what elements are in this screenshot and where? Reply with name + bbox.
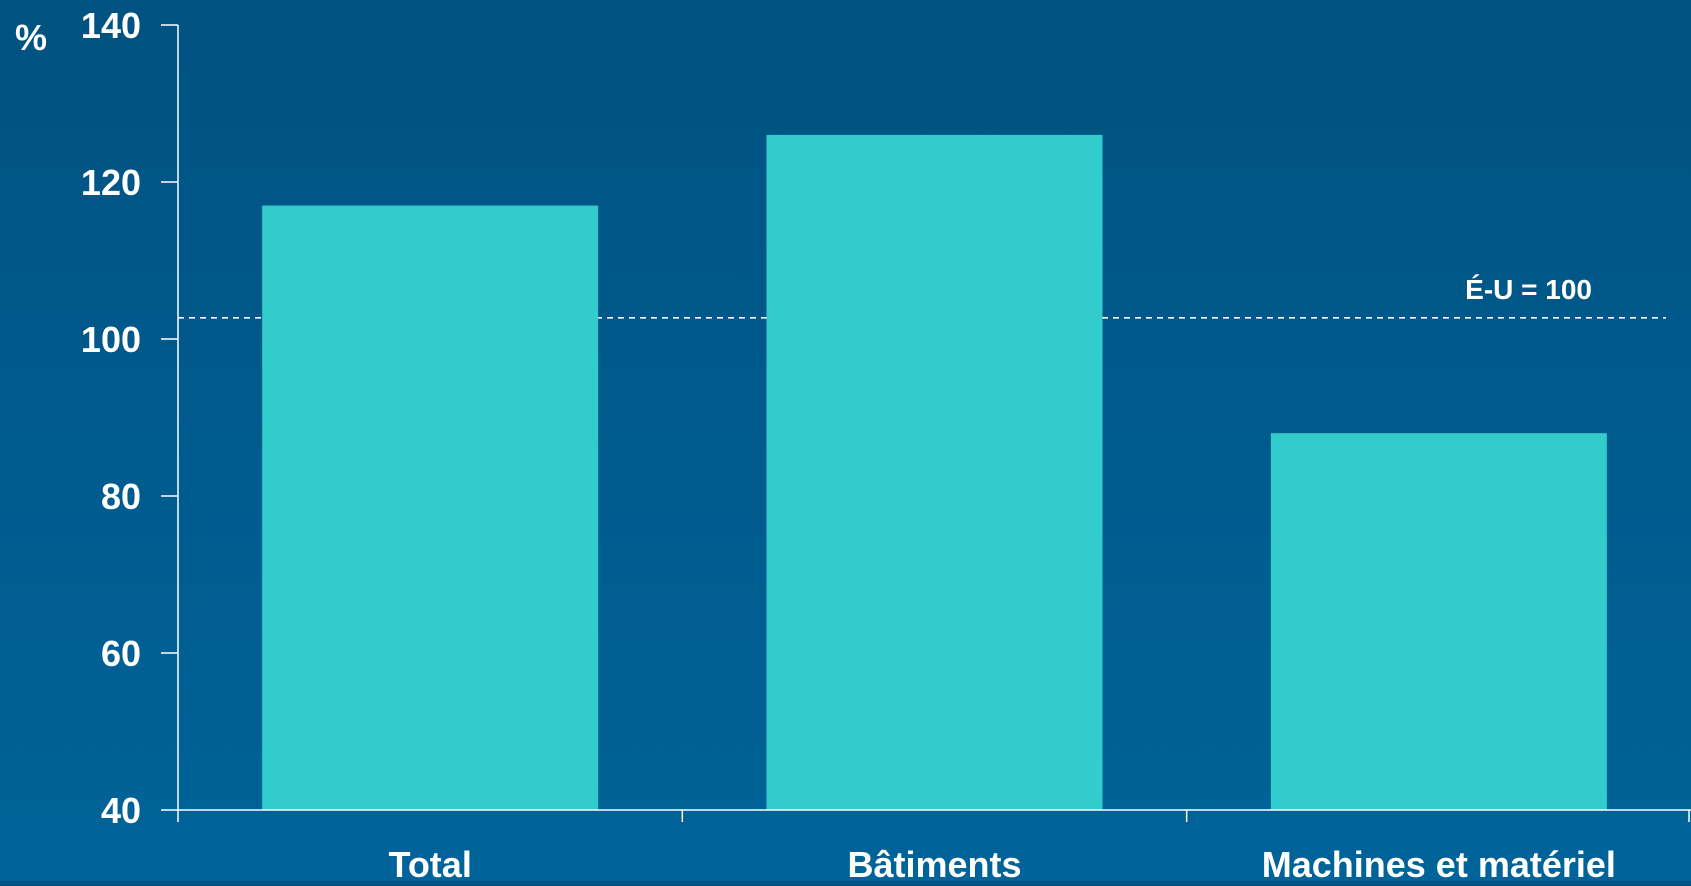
y-tick-label-4: 100 <box>81 319 141 360</box>
axes-group <box>161 24 1691 822</box>
x-tick-label-2: Bâtiments <box>847 844 1021 881</box>
x-tick-label-3: Machines et matériel <box>1262 844 1616 881</box>
bar-3 <box>1270 433 1607 810</box>
labels-group: 40 60 80 100 120 140 Total Bâtiments Machines et… <box>81 5 1616 885</box>
x-tick-label-1: Total <box>389 844 472 881</box>
y-axis-unit-label: % <box>15 17 47 58</box>
y-tick-label-3: 80 <box>101 476 141 517</box>
reference-line-label: É-U = 100 <box>1465 274 1592 305</box>
y-tick-label-2: 60 <box>101 633 141 674</box>
y-tick-label-5: 120 <box>81 162 141 203</box>
bar-2 <box>766 134 1103 810</box>
y-tick-label-1: 40 <box>101 790 141 831</box>
bars-group <box>262 134 1607 811</box>
bar-1 <box>262 205 599 811</box>
y-tick-label-6: 140 <box>81 5 141 46</box>
